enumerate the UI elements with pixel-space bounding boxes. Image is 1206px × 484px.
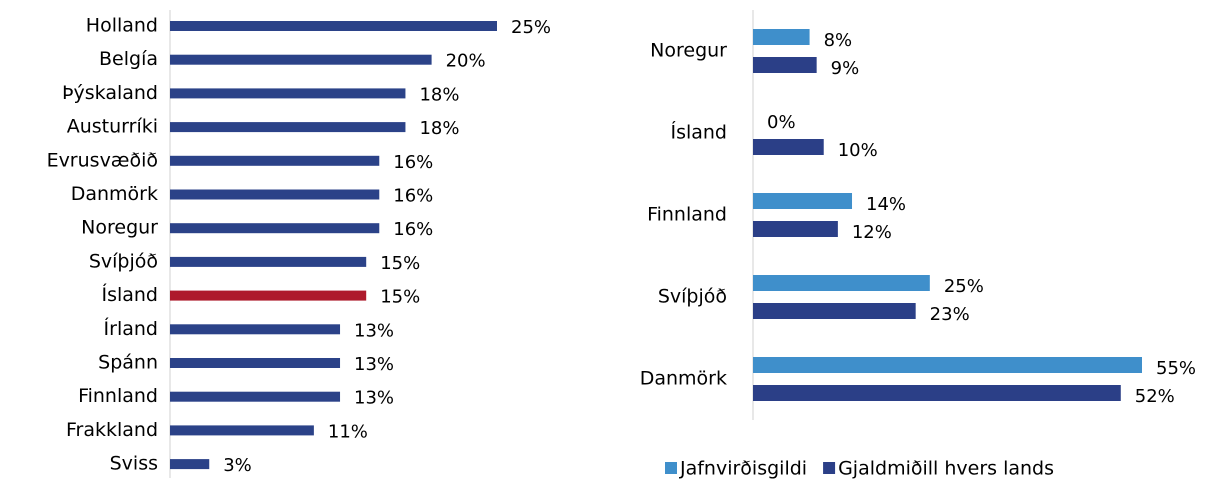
value-label: 16% (393, 186, 433, 207)
value-label: 3% (223, 455, 252, 476)
category-label: Svíþjóð (658, 286, 727, 308)
value-label: 23% (930, 304, 970, 325)
category-label: Danmörk (640, 368, 727, 390)
bar (170, 425, 314, 436)
value-label: 16% (393, 152, 433, 173)
value-label: 25% (511, 17, 551, 38)
category-label: Noregur (650, 40, 727, 62)
category-label: Danmörk (71, 183, 158, 205)
category-label: Noregur (81, 217, 158, 239)
category-label: Austurríki (67, 116, 158, 138)
category-label: Sviss (110, 453, 158, 475)
bar (170, 122, 406, 133)
value-label: 14% (866, 194, 906, 215)
value-label: 11% (328, 421, 368, 442)
value-label: 9% (831, 58, 860, 79)
value-label: 18% (419, 84, 459, 105)
value-label: 10% (838, 140, 878, 161)
value-label: 12% (852, 222, 892, 243)
category-label: Belgía (99, 48, 158, 70)
category-label: Evrusvæðið (47, 149, 158, 171)
legend-label: Gjaldmiðill hvers lands (838, 458, 1054, 480)
bar (170, 189, 380, 200)
category-label: Þýskaland (62, 82, 158, 104)
bar (753, 193, 853, 209)
category-label: Finnland (78, 385, 158, 407)
value-label: 0% (767, 112, 796, 133)
category-label: Svíþjóð (89, 250, 158, 272)
value-label: 13% (354, 388, 394, 409)
bar (170, 324, 341, 335)
bar (170, 54, 432, 65)
bar (753, 221, 838, 237)
value-label: 8% (824, 30, 853, 51)
category-label: Írland (104, 317, 158, 340)
bar (170, 223, 380, 234)
category-label: Holland (86, 15, 158, 37)
category-label: Ísland (670, 121, 727, 144)
value-label: 18% (419, 118, 459, 139)
bar (753, 385, 1121, 401)
category-label: Spánn (98, 352, 158, 374)
value-label: 13% (354, 320, 394, 341)
bar (170, 88, 406, 99)
value-label: 55% (1156, 358, 1196, 379)
legend-swatch (823, 462, 836, 474)
bar (753, 303, 916, 319)
bar (170, 358, 341, 368)
bar (753, 29, 810, 45)
category-label: Frakkland (66, 419, 158, 441)
bar (753, 139, 824, 155)
value-label: 20% (446, 51, 486, 72)
bar (170, 459, 210, 470)
category-label: Ísland (101, 283, 158, 306)
value-label: 15% (380, 287, 420, 308)
value-label: 15% (380, 253, 420, 274)
legend-label: Jafnvirðisgildi (679, 458, 807, 480)
value-label: 16% (393, 219, 433, 240)
bar (170, 290, 367, 301)
value-label: 52% (1135, 386, 1175, 407)
category-label: Finnland (647, 204, 727, 226)
bar (170, 391, 341, 402)
bar (170, 256, 367, 267)
value-label: 25% (944, 276, 984, 297)
value-label: 13% (354, 354, 394, 375)
bar (170, 155, 380, 166)
bar (753, 57, 817, 73)
bar (170, 21, 497, 31)
bar (753, 357, 1142, 373)
bar (753, 275, 930, 291)
legend-swatch (665, 462, 677, 474)
